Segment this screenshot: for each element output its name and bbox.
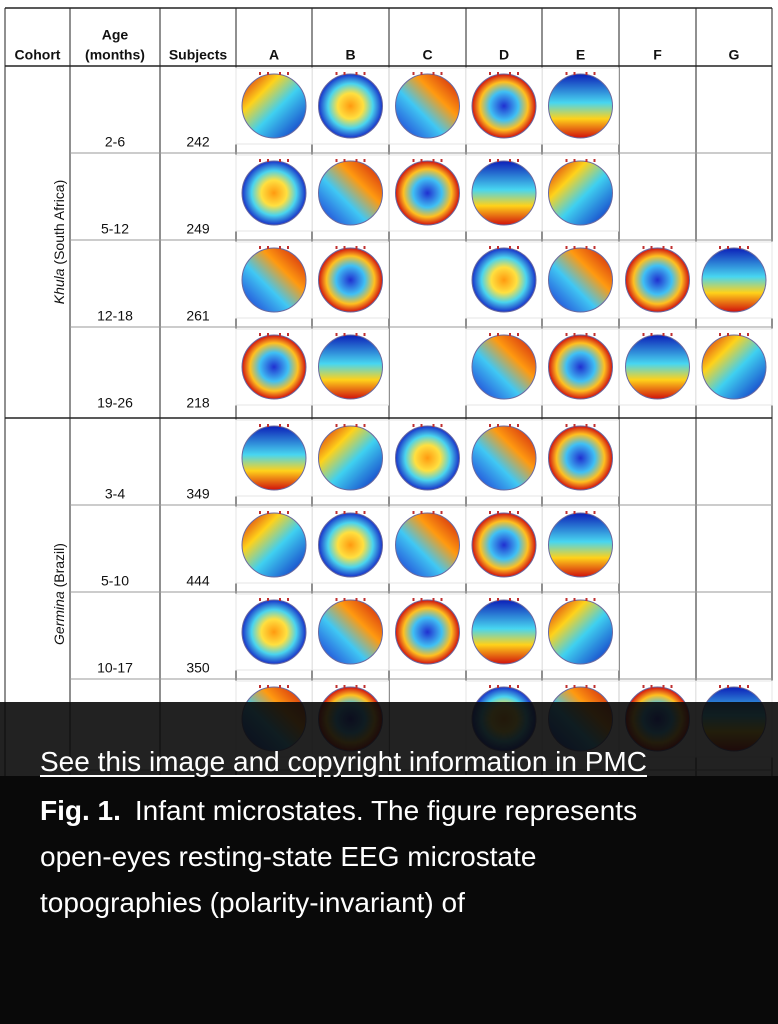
topography-map	[548, 247, 613, 313]
topography-map	[318, 160, 383, 226]
figure-description: Infant microstates. The figure represent…	[40, 795, 638, 918]
topography-map	[241, 512, 307, 578]
header-class: B	[345, 47, 355, 63]
topography-map	[548, 599, 613, 665]
topography-map	[318, 512, 383, 578]
header-cohort: Cohort	[15, 47, 61, 63]
header-class: A	[269, 47, 279, 63]
cohort-name: Germina	[51, 591, 67, 645]
topography-map	[625, 334, 690, 400]
header-age: (months)	[85, 47, 145, 63]
age: 19-26	[97, 395, 133, 411]
topography-map	[471, 425, 537, 491]
topography-map	[625, 247, 690, 313]
subjects: 261	[186, 308, 210, 324]
subjects: 350	[186, 660, 210, 676]
topography-map	[318, 73, 383, 139]
header-class: G	[729, 47, 740, 63]
topography-map	[395, 425, 460, 491]
topography-map	[241, 599, 307, 665]
topography-map	[241, 160, 307, 226]
header-class: F	[653, 47, 662, 63]
topography-map	[241, 247, 307, 313]
topography-map	[471, 73, 537, 139]
topography-map	[471, 247, 537, 313]
figure-table: Cohort Age (months) Subjects A B C D E F G Khula (S…	[0, 0, 778, 776]
topography-map	[241, 334, 307, 400]
topography-map	[471, 512, 537, 578]
header-class: D	[499, 47, 509, 63]
cohort-name: Khula	[51, 268, 67, 304]
topography-map	[701, 247, 767, 313]
topography-map	[395, 160, 460, 226]
age: 5-12	[101, 221, 129, 237]
topography-map	[471, 334, 537, 400]
figure-label: Fig. 1.	[40, 795, 121, 826]
topography-map	[318, 334, 383, 400]
topography-map	[471, 599, 537, 665]
subjects: 444	[186, 573, 210, 589]
age: 10-17	[97, 660, 133, 676]
topography-map	[548, 160, 613, 226]
subjects: 249	[186, 221, 210, 237]
topography-map	[471, 160, 537, 226]
topography-map	[395, 512, 460, 578]
topography-map	[241, 425, 307, 491]
topography-map	[701, 334, 767, 400]
topography-map	[395, 73, 460, 139]
caption-text: Fig. 1. Infant microstates. The figure re…	[40, 788, 700, 926]
topography-map	[548, 73, 613, 139]
cohort-region: (Brazil)	[51, 543, 67, 587]
topography-map	[241, 73, 307, 139]
header-class: C	[422, 47, 432, 63]
cohort-label: Khula (South Africa)	[51, 180, 67, 305]
header-class: E	[576, 47, 585, 63]
topography-map	[318, 599, 383, 665]
topography-map	[548, 512, 613, 578]
topography-map	[548, 334, 613, 400]
header-age: Age	[102, 27, 129, 43]
age: 2-6	[105, 134, 125, 150]
caption: See this image and copyright information…	[40, 742, 700, 946]
subjects: 242	[186, 134, 210, 150]
subjects: 349	[186, 486, 210, 502]
caption-overlay	[0, 702, 778, 1024]
cohort-label: Germina (Brazil)	[51, 543, 67, 645]
topography-map	[548, 425, 613, 491]
topography-map	[318, 425, 383, 491]
age: 5-10	[101, 573, 129, 589]
cohort-region: (South Africa)	[51, 180, 67, 265]
age: 12-18	[97, 308, 133, 324]
copyright-link[interactable]: See this image and copyright information…	[40, 746, 647, 777]
header-subjects: Subjects	[169, 47, 228, 63]
topography-map	[318, 247, 383, 313]
age: 3-4	[105, 486, 125, 502]
subjects: 218	[186, 395, 210, 411]
topography-map	[395, 599, 460, 665]
